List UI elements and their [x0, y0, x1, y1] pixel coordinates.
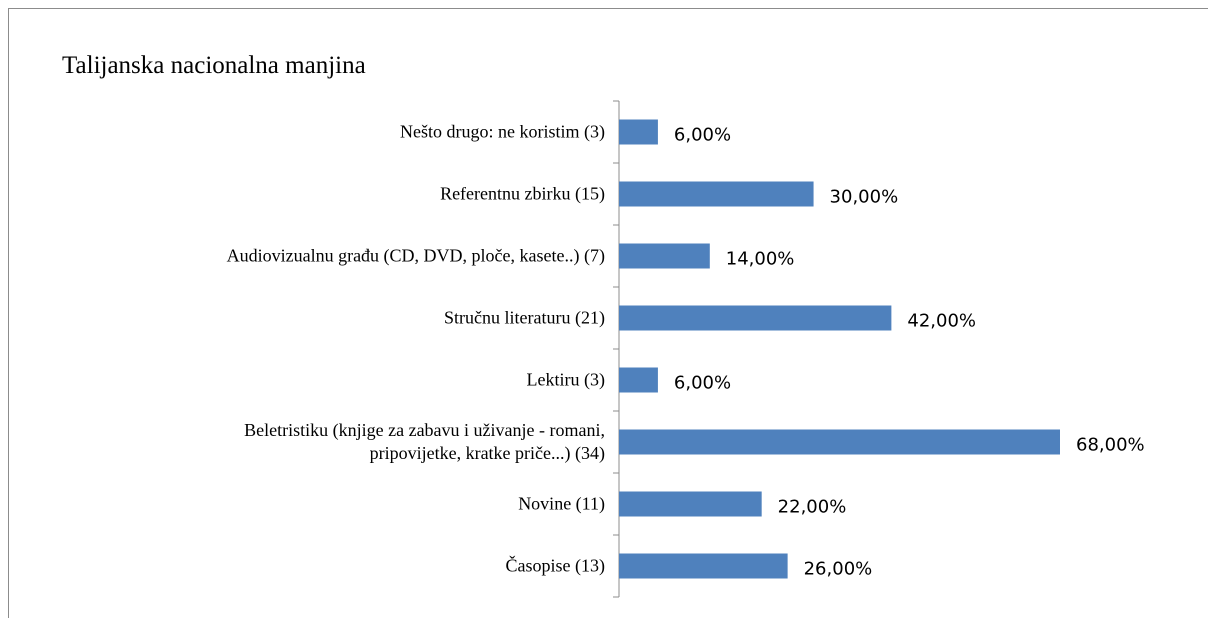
value-label: 6,00% — [673, 124, 732, 146]
value-label: 42,00% — [907, 310, 977, 332]
category-label: Audiovizualnu građu (CD, DVD, ploče, kas… — [226, 245, 605, 266]
bar — [619, 119, 658, 145]
category-label: Časopise (13) — [505, 555, 605, 576]
value-label: 30,00% — [829, 186, 899, 208]
category-label: Nešto drugo: ne koristim (3) — [400, 121, 605, 142]
category-label: Lektiru (3) — [526, 369, 605, 390]
bar — [619, 367, 658, 393]
value-label: 14,00% — [725, 248, 795, 270]
bar — [619, 181, 814, 207]
category-label: Novine (11) — [518, 493, 605, 514]
bar — [619, 429, 1060, 455]
bar — [619, 491, 762, 517]
bar — [619, 305, 892, 331]
value-label: 68,00% — [1076, 434, 1145, 456]
value-label: 6,00% — [673, 372, 732, 394]
bar — [619, 243, 710, 269]
bar — [619, 553, 788, 579]
value-label: 26,00% — [803, 558, 873, 580]
chart-title: Talijanska nacionalna manjina — [62, 52, 366, 79]
category-label: Stručnu literaturu (21) — [444, 307, 605, 328]
category-label: Referentnu zbirku (15) — [440, 183, 605, 204]
category-label: Beletristiku (knjige za zabavu i uživanj… — [244, 420, 605, 463]
value-label: 22,00% — [777, 496, 847, 518]
chart-frame — [8, 8, 1208, 618]
